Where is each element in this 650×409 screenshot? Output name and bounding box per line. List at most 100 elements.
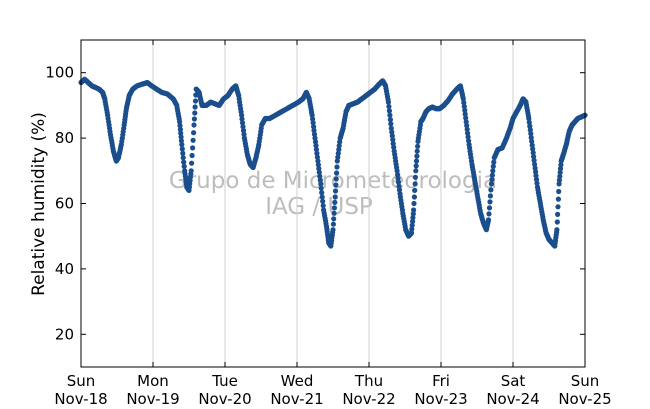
y-tick-label: 40 [55, 260, 74, 278]
data-point [334, 164, 340, 170]
data-point [334, 170, 340, 176]
data-point [332, 199, 338, 205]
x-tick-label-date: Nov-20 [198, 390, 251, 408]
x-tick-label-date: Nov-25 [558, 390, 611, 408]
x-tick-label-day: Tue [211, 372, 238, 390]
data-point [386, 103, 392, 110]
data-point [312, 135, 318, 141]
data-point [486, 205, 493, 211]
x-tick-label-date: Nov-21 [270, 390, 323, 408]
y-axis-label: Relative humidity (%) [29, 112, 49, 296]
x-tick-label-day: Mon [137, 372, 169, 390]
data-point [179, 142, 185, 148]
data-point [461, 100, 467, 106]
data-point [414, 153, 420, 159]
data-point [490, 168, 496, 174]
x-tick-label-day: Sat [501, 372, 526, 390]
data-point [331, 205, 337, 211]
data-point [239, 120, 246, 126]
data-point [533, 173, 539, 179]
data-point [461, 103, 467, 110]
x-tick-label-day: Sun [571, 372, 600, 390]
data-point [531, 154, 537, 160]
data-point [557, 169, 563, 175]
data-point [178, 130, 184, 136]
data-point [192, 104, 198, 110]
data-point [190, 137, 196, 143]
data-point [463, 115, 469, 121]
data-point [336, 143, 342, 149]
x-tick-label-day: Sun [67, 372, 96, 390]
data-point [315, 162, 321, 168]
data-point [529, 142, 535, 148]
y-tick-label: 80 [55, 129, 74, 147]
data-point [239, 116, 245, 122]
data-point [395, 175, 401, 181]
data-point [396, 183, 402, 189]
data-point [388, 125, 394, 131]
data-point [412, 187, 418, 193]
data-point [556, 181, 562, 187]
data-point [465, 130, 471, 136]
data-point [389, 133, 395, 139]
data-point [530, 146, 536, 152]
data-point [464, 123, 470, 129]
data-point [316, 166, 322, 172]
data-point [526, 115, 532, 122]
data-point [533, 176, 540, 183]
data-point [391, 144, 397, 150]
data-point [241, 131, 247, 137]
data-point [389, 129, 395, 135]
data-point [555, 196, 562, 202]
data-point [488, 187, 494, 193]
data-point [411, 207, 417, 213]
data-point [331, 216, 337, 222]
data-points [78, 76, 588, 249]
data-point [313, 146, 319, 153]
watermark-line-2: IAG / USP [265, 194, 373, 220]
watermark: Grupo de Micrometeorologia IAG / USP [169, 168, 497, 220]
data-point [410, 215, 416, 221]
data-point [332, 188, 339, 194]
data-point [526, 119, 532, 125]
data-point [409, 226, 415, 232]
data-point [465, 134, 471, 140]
data-point [334, 158, 340, 164]
data-point [556, 177, 563, 183]
data-point [311, 124, 317, 130]
data-point [177, 123, 183, 129]
data-point [388, 121, 394, 127]
data-point [554, 219, 560, 225]
data-point [463, 119, 469, 125]
data-point [180, 155, 186, 161]
data-point [335, 150, 341, 156]
data-point [489, 172, 495, 178]
y-tick-label: 20 [55, 325, 74, 343]
data-point [413, 163, 419, 169]
data-point [181, 159, 187, 165]
data-point [554, 227, 560, 233]
data-point [556, 188, 562, 195]
data-point [181, 163, 187, 169]
data-point [318, 185, 324, 191]
data-point [188, 168, 194, 174]
data-point [310, 120, 316, 126]
x-tick-label-day: Fri [432, 372, 450, 390]
data-point [491, 159, 497, 165]
y-tick-label: 100 [45, 64, 74, 82]
data-point [555, 211, 561, 217]
data-point [314, 154, 320, 160]
data-point [333, 176, 339, 182]
data-point [413, 168, 419, 174]
x-tick-label-date: Nov-19 [126, 390, 179, 408]
data-point [410, 211, 416, 217]
data-point [528, 135, 534, 141]
data-point [332, 194, 338, 200]
data-point [488, 181, 494, 187]
x-tick-label-date: Nov-24 [486, 390, 539, 408]
data-point [178, 134, 184, 140]
data-point [331, 210, 337, 216]
data-point [385, 99, 391, 105]
data-point [460, 96, 466, 102]
data-point [333, 182, 339, 188]
